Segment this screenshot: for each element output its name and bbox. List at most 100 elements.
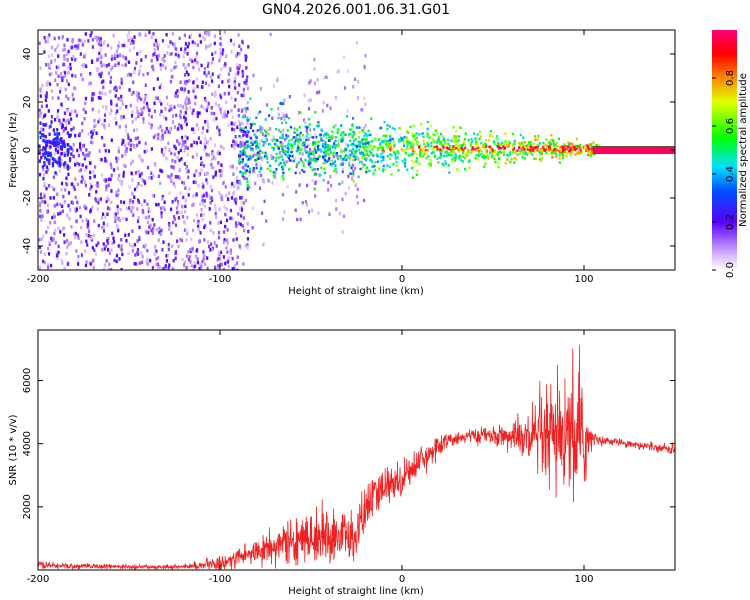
spectrogram-cell bbox=[85, 165, 88, 169]
spectrogram-cell bbox=[257, 157, 260, 160]
snr-frame bbox=[37, 329, 676, 571]
spectrogram-cell bbox=[156, 262, 159, 267]
spectrogram-cell bbox=[72, 232, 76, 236]
spectrogram-cell bbox=[347, 133, 351, 136]
spectrogram-cell bbox=[334, 164, 337, 167]
spectrogram-cell bbox=[176, 155, 179, 160]
spectrogram-cell bbox=[400, 136, 403, 140]
spectrogram-cell bbox=[240, 196, 243, 200]
spectrogram-cell bbox=[342, 131, 345, 134]
spectrogram-cell bbox=[157, 238, 160, 242]
spectrogram-cell bbox=[336, 70, 339, 74]
spectrogram-cell bbox=[433, 146, 436, 149]
spectrogram-cell bbox=[83, 116, 86, 121]
spectrogram-cell bbox=[414, 138, 417, 141]
spectrogram-cell bbox=[456, 168, 459, 171]
spectrogram-cell bbox=[171, 158, 174, 163]
spectrogram-cell bbox=[269, 169, 272, 173]
spectrogram-cell bbox=[40, 218, 43, 222]
spectrogram-cell bbox=[499, 150, 502, 153]
spectrogram-cell bbox=[303, 93, 306, 98]
spectrogram-cell bbox=[271, 116, 274, 121]
spectrogram-cell bbox=[184, 186, 187, 190]
spectrogram-cell bbox=[180, 157, 183, 161]
spectrogram-cell bbox=[165, 32, 168, 37]
spectrogram-cell bbox=[445, 142, 448, 146]
spectrogram-cell bbox=[379, 146, 382, 149]
spectrogram-cell bbox=[45, 165, 49, 169]
colorbar-label: Normalized spectral amplitude bbox=[738, 73, 749, 227]
spectrogram-cell bbox=[61, 261, 64, 265]
spectrogram-cell bbox=[450, 158, 454, 162]
spectrogram-cell bbox=[365, 157, 369, 160]
spectrogram-cell bbox=[209, 196, 212, 200]
spectrogram-cell bbox=[522, 151, 525, 154]
spectrogram-cell bbox=[311, 143, 315, 146]
spectrogram-cell bbox=[260, 156, 263, 159]
spectrogram-cell bbox=[194, 58, 197, 63]
spectrogram-cell bbox=[51, 96, 54, 100]
spectrogram-cell bbox=[122, 140, 125, 144]
spectrogram-cell bbox=[71, 201, 74, 205]
spectrogram-cell bbox=[523, 148, 526, 151]
spectrogram-cell bbox=[192, 108, 195, 113]
spectrogram-cell bbox=[39, 89, 42, 93]
spectrogram-cell bbox=[229, 216, 232, 220]
spectrogram-cell bbox=[206, 181, 209, 185]
spectrogram-cell bbox=[317, 148, 320, 151]
spectrogram-cell bbox=[122, 115, 125, 119]
spectrogram-cell bbox=[243, 151, 247, 155]
spectrogram-cell bbox=[258, 110, 262, 114]
spectrogram-cell bbox=[246, 184, 250, 187]
spectrogram-cell bbox=[90, 30, 93, 35]
spectrogram-cell bbox=[351, 153, 354, 158]
spectrogram-cell bbox=[93, 118, 96, 123]
spectrogram-cell bbox=[280, 121, 284, 125]
spectrogram-cell bbox=[218, 207, 221, 211]
spectrogram-cell bbox=[115, 193, 118, 198]
colorbar-gradient bbox=[712, 30, 737, 270]
spectrogram-cell bbox=[469, 144, 473, 148]
spectrogram-cell bbox=[241, 121, 244, 126]
spectrogram-cell bbox=[451, 137, 454, 140]
spectrogram-cell bbox=[527, 152, 530, 155]
spectrogram-cell bbox=[137, 198, 140, 203]
spectrogram-cell bbox=[418, 162, 421, 166]
spectrogram-cell bbox=[247, 130, 250, 134]
spectrogram-cell bbox=[407, 141, 411, 145]
spectrogram-cell bbox=[160, 135, 164, 140]
spectrogram-cell bbox=[241, 173, 244, 176]
spectrogram-cell bbox=[209, 201, 212, 205]
spectrogram-cell bbox=[40, 237, 43, 241]
spectrogram-cell bbox=[297, 133, 301, 137]
spectrogram-cell bbox=[343, 86, 347, 90]
spectrogram-cell bbox=[344, 154, 347, 157]
spectrogram-cell bbox=[547, 141, 550, 144]
spectrogram-cell bbox=[43, 252, 46, 256]
spectrogram-cell bbox=[259, 163, 262, 167]
spectrogram-cell bbox=[195, 141, 198, 145]
spectrogram-cell bbox=[567, 145, 570, 149]
spectrogram-cell bbox=[110, 165, 113, 170]
spectrogram-cell bbox=[163, 115, 166, 120]
spectrogram-cell bbox=[386, 127, 389, 131]
spectrogram-cell bbox=[305, 138, 308, 142]
spectrogram-cell bbox=[196, 43, 199, 47]
spectrogram-cell bbox=[223, 205, 226, 209]
spectrogram-cell bbox=[102, 268, 106, 270]
spectrogram-cell bbox=[130, 143, 133, 148]
spectrogram-y-tick-label: 20 bbox=[22, 96, 33, 109]
spectrogram-cell bbox=[93, 248, 96, 252]
spectrogram-cell bbox=[187, 193, 190, 197]
spectrogram-cell bbox=[478, 137, 481, 141]
spectrogram-cell bbox=[362, 144, 365, 148]
spectrogram-cell bbox=[54, 48, 57, 52]
spectrogram-cell bbox=[188, 79, 191, 83]
spectrogram-cell bbox=[229, 67, 232, 71]
spectrogram-cell bbox=[430, 124, 433, 128]
spectrogram-cell bbox=[60, 204, 64, 209]
spectrogram-cell bbox=[89, 208, 93, 212]
spectrogram-cell bbox=[170, 151, 173, 156]
spectrogram-cell bbox=[540, 152, 544, 156]
spectrogram-cell bbox=[171, 42, 174, 46]
